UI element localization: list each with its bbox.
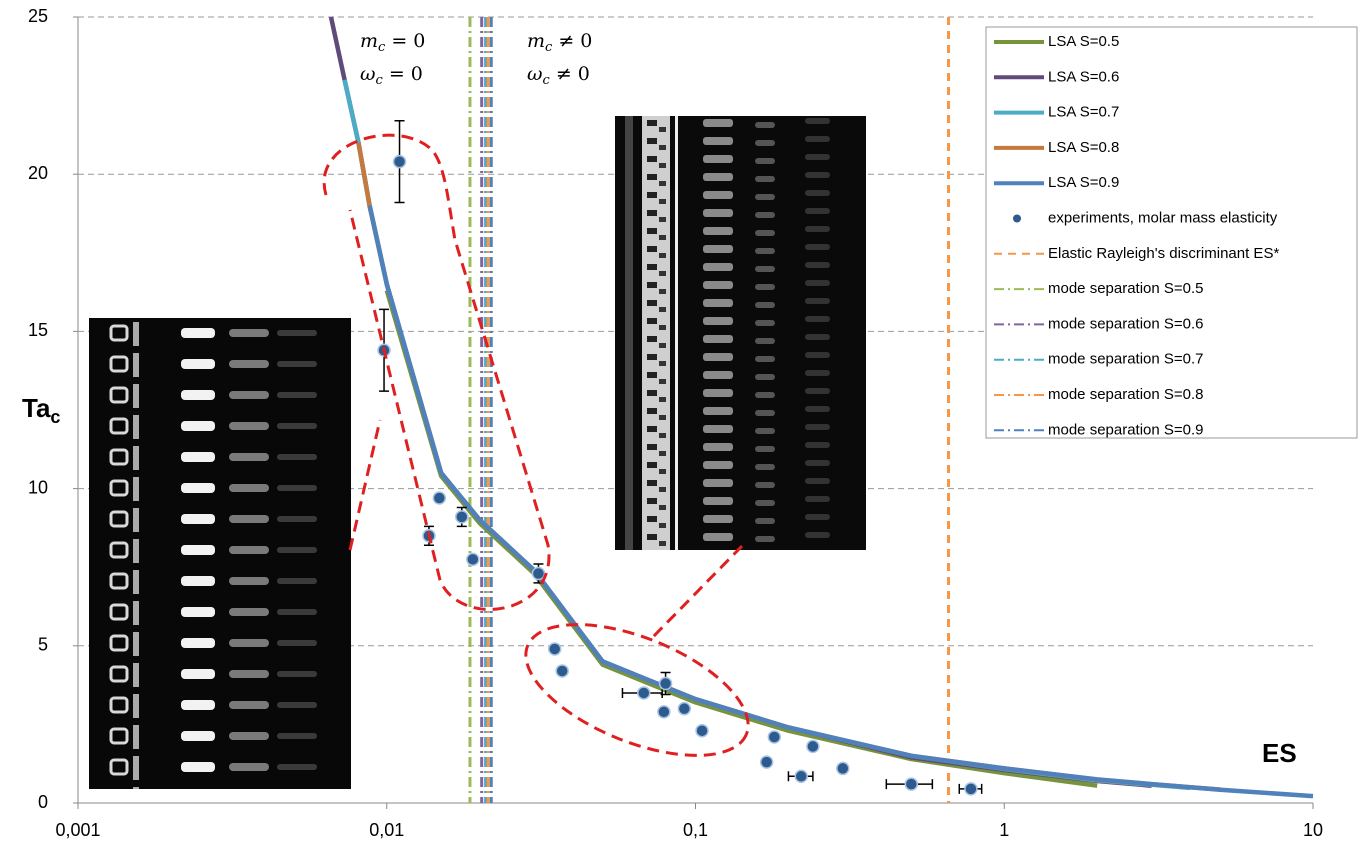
data-point	[836, 761, 850, 776]
data-point	[904, 777, 919, 791]
plot-data	[328, 16, 1314, 803]
connector	[348, 419, 382, 551]
connector	[648, 544, 744, 642]
y-axis-label-sub: c	[50, 407, 60, 427]
highlight-loop	[322, 133, 551, 611]
annotation: ωc = 0	[360, 63, 423, 88]
data-point	[759, 755, 774, 769]
annotation-var: m	[527, 30, 545, 52]
legend-box	[985, 26, 1358, 439]
legend-label: mode separation S=0.6	[1048, 315, 1204, 332]
data-point	[794, 769, 808, 784]
y-tick-label: 15	[28, 320, 48, 340]
legend-label: LSA S=0.5	[1048, 33, 1119, 50]
lsa-curve	[367, 205, 1314, 799]
annotation-rel: ≠ 0	[552, 30, 592, 52]
y-axis-label: Tac	[22, 393, 60, 427]
data-point	[392, 154, 407, 169]
data-point	[547, 642, 562, 656]
annotation-rel: ≠ 0	[550, 63, 590, 85]
data-point	[531, 566, 546, 581]
annotation-var: ω	[360, 63, 376, 85]
data-point	[432, 491, 447, 505]
y-axis-label-main: Ta	[22, 393, 51, 423]
legend-marker	[1013, 214, 1021, 223]
annotation-var: ω	[527, 63, 543, 85]
data-point	[555, 664, 569, 678]
legend-label: LSA S=0.7	[1048, 104, 1119, 121]
data-point	[806, 739, 820, 754]
legend-label: Elastic Rayleigh's discriminant ES*	[1048, 245, 1279, 262]
legend-label: LSA S=0.9	[1048, 174, 1119, 191]
legend-label: mode separation S=0.9	[1048, 421, 1204, 438]
inset-image-vortices	[89, 318, 351, 789]
annotation-sub: c	[543, 73, 551, 88]
annotation-sub: c	[376, 73, 384, 88]
y-tick-label: 5	[38, 635, 48, 655]
y-tick-label: 20	[28, 163, 48, 183]
annotation: mc ≠ 0	[527, 30, 592, 55]
legend-label: mode separation S=0.7	[1048, 351, 1204, 368]
legend-label: LSA S=0.8	[1048, 139, 1119, 156]
data-point	[658, 676, 673, 691]
annotation-rel: = 0	[385, 30, 425, 52]
labels: ES Tac mc = 0ωc = 0mc ≠ 0ωc ≠ 0	[22, 30, 1297, 768]
x-tick-label: 0,01	[369, 820, 404, 840]
data-point	[964, 782, 978, 796]
annotation-sub: c	[545, 40, 553, 55]
data-point	[677, 701, 692, 716]
annotation: ωc ≠ 0	[527, 63, 590, 88]
x-tick-label: 10	[1303, 820, 1323, 840]
y-tick-label: 25	[28, 6, 48, 26]
data-point	[657, 705, 671, 719]
x-tick-label: 0,001	[55, 820, 100, 840]
annotation-sub: c	[378, 40, 386, 55]
y-tick-label: 10	[28, 477, 48, 497]
data-point	[466, 552, 480, 567]
legend-label: mode separation S=0.5	[1048, 280, 1204, 297]
highlight-loop	[524, 623, 750, 757]
annotation: mc = 0	[360, 30, 425, 55]
x-tick-label: 1	[999, 820, 1009, 840]
x-tick-label: 0,1	[683, 820, 708, 840]
legend: LSA S=0.5 LSA S=0.6 LSA S=0.7 LSA S=0.8 LSA …	[985, 26, 1358, 439]
legend-label: mode separation S=0.8	[1048, 386, 1204, 403]
data-point	[767, 730, 782, 744]
data-point	[637, 686, 651, 700]
x-axis-label: ES	[1262, 738, 1297, 768]
annotation-rel: = 0	[383, 63, 423, 85]
insets	[89, 116, 866, 789]
data-point	[455, 510, 469, 524]
legend-label: experiments, molar mass elasticity	[1048, 209, 1278, 226]
data-point	[695, 723, 709, 738]
inset-image-turbulent	[615, 116, 866, 550]
legend-label: LSA S=0.6	[1048, 68, 1119, 85]
y-tick-label: 0	[38, 792, 48, 812]
annotation-var: m	[360, 30, 378, 52]
